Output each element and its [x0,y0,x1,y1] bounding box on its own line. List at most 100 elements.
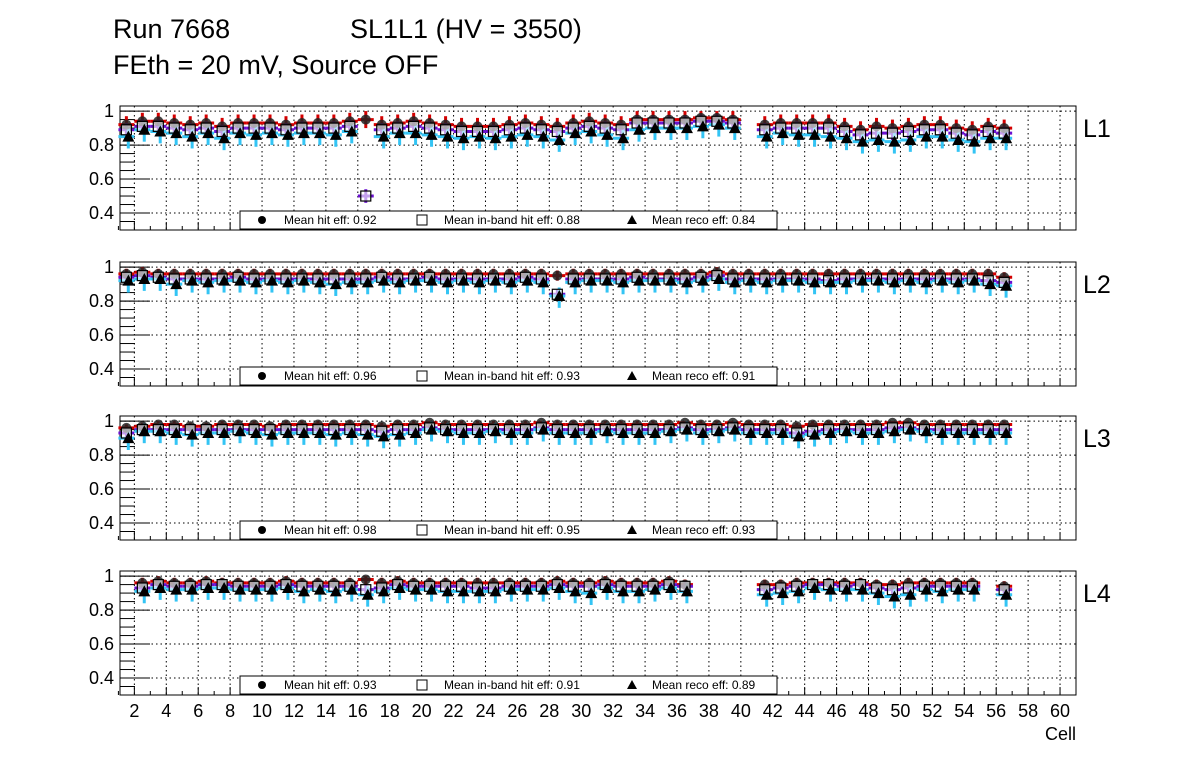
reco-eff-point [569,585,582,597]
inband-eff-point [950,127,962,139]
reco-eff-point [234,583,247,595]
reco-eff-point [776,274,789,286]
reco-eff-point [984,426,997,438]
reco-eff-point [218,581,231,593]
reco-eff-point [393,276,406,288]
legend-inband-marker [416,370,428,382]
y-tick-label: 0.6 [89,479,114,499]
x-tick-label: 56 [986,701,1006,721]
reco-eff-point [712,118,725,130]
reco-eff-point [281,128,294,140]
hit-eff-point [552,270,563,281]
reco-eff-point [760,276,773,288]
legend-box [239,675,778,695]
reco-eff-point [569,127,582,139]
legend-reco-label: Mean reco eff: 0.84 [652,213,756,227]
x-tick-label: 32 [603,701,623,721]
reco-eff-point [952,583,965,595]
reco-eff-point [425,128,438,140]
inband-eff-point [823,122,835,134]
reco-eff-point [760,588,773,600]
legend-inband-marker [416,214,428,226]
reco-eff-point [202,581,215,593]
reco-eff-point [170,127,183,139]
x-tick-label: 18 [380,701,400,721]
reco-eff-point [234,127,247,139]
reco-eff-point [521,426,534,438]
chamber-title: SL1L1 (HV = 3550) [350,14,582,44]
reco-eff-point [361,276,374,288]
reco-eff-point [122,130,135,142]
reco-eff-point [633,274,646,286]
x-tick-label: 54 [954,701,974,721]
reco-eff-point [856,426,869,438]
reco-eff-point [457,274,470,286]
inband-eff-point [615,124,627,136]
reco-eff-point [696,426,709,438]
x-tick-label: 52 [922,701,942,721]
reco-eff-point [361,428,374,440]
reco-eff-point [680,122,693,134]
layer-label: L3 [1083,425,1111,453]
reco-eff-point [377,585,390,597]
x-tick-label: 42 [763,701,783,721]
reco-eff-point [170,583,183,595]
reco-eff-point [920,276,933,288]
reco-eff-point [218,274,231,286]
reco-eff-point [537,423,550,435]
x-tick-label: 26 [507,701,527,721]
legend-box [239,210,778,230]
reco-eff-point [665,274,678,286]
x-tick-label: 20 [412,701,432,721]
reco-eff-point [266,274,279,286]
x-tick-label: 24 [475,701,495,721]
reco-eff-point [457,585,470,597]
reco-eff-point [186,130,199,142]
reco-eff-point [1000,279,1013,291]
reco-eff-point [186,583,199,595]
reco-eff-point [840,583,853,595]
reco-eff-point [473,585,486,597]
legend-inband-label: Mean in-band hit eff: 0.95 [444,523,580,537]
reco-eff-point [696,274,709,286]
panel-frame [119,105,1077,231]
inband-eff-point [519,122,531,134]
reco-eff-point [345,276,358,288]
inband-eff-point [982,125,994,138]
reco-eff-point [521,583,534,595]
reco-eff-point [361,588,374,600]
layer-label: L1 [1083,115,1111,143]
y-tick-label: 0.6 [89,325,114,345]
reco-eff-point [760,130,773,142]
reco-eff-point [744,274,757,286]
inband-eff-point [439,124,452,136]
reco-eff-point [840,425,853,437]
reco-eff-point [824,130,837,142]
legend-hit-marker [258,372,266,380]
reco-eff-point [952,133,965,145]
reco-eff-point [138,425,151,437]
reco-eff-point [904,133,917,145]
reco-eff-point [170,426,183,438]
reco-eff-point [234,274,247,286]
reco-eff-point [154,125,167,137]
inband-eff-point [328,122,340,134]
x-tick-label: 22 [444,701,464,721]
panel-frame [119,570,1077,696]
y-tick-label: 0.8 [89,445,114,465]
panel-l4: 1 0.8 0.6 0.4 Mean hit eff: 0.93 Mean in-band… [89,566,1111,744]
reco-eff-point [521,274,534,286]
reco-eff-point [585,125,598,137]
inband-eff-point [424,122,436,134]
inband-eff-point [120,124,132,136]
reco-eff-point [537,583,550,595]
reco-eff-point [792,128,805,140]
reco-eff-point [313,426,326,438]
reco-eff-point [649,583,662,595]
reco-eff-point [345,583,358,595]
inband-eff-point [902,125,915,138]
reco-eff-point [505,583,518,595]
reco-eff-point [553,133,566,145]
legend-hit-label: Mean hit eff: 0.98 [284,523,377,537]
reco-eff-point [856,135,869,147]
